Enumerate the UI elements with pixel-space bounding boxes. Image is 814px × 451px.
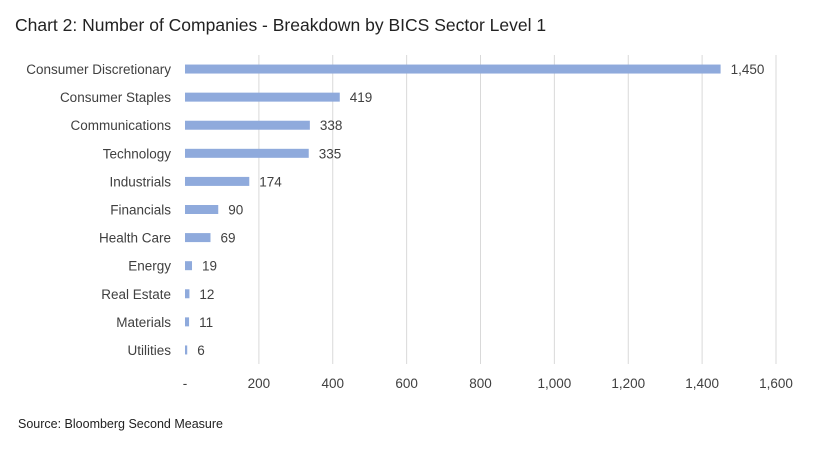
bar bbox=[185, 92, 340, 102]
data-label: 19 bbox=[202, 259, 217, 274]
category-label: Financials bbox=[110, 203, 171, 218]
x-tick-label: 400 bbox=[321, 376, 344, 391]
bars bbox=[185, 64, 721, 355]
bar bbox=[185, 120, 310, 130]
category-label: Utilities bbox=[127, 343, 171, 358]
bar bbox=[185, 345, 188, 355]
category-label: Industrials bbox=[109, 174, 171, 189]
data-label: 338 bbox=[320, 118, 343, 133]
bar bbox=[185, 289, 190, 299]
bar bbox=[185, 233, 211, 243]
gridlines bbox=[258, 55, 777, 364]
category-label: Health Care bbox=[99, 231, 171, 246]
chart-title: Chart 2: Number of Companies - Breakdown… bbox=[15, 15, 547, 35]
x-tick-label: 600 bbox=[395, 376, 418, 391]
data-label: 335 bbox=[319, 146, 342, 161]
labels: - 200 400 600 800 1,000 1,200 1,400 1,600 Consume… bbox=[26, 62, 793, 391]
category-label: Consumer Staples bbox=[60, 90, 171, 105]
data-label: 12 bbox=[199, 287, 214, 302]
data-label: 90 bbox=[228, 203, 243, 218]
bar bbox=[185, 261, 193, 271]
x-tick-label: 200 bbox=[248, 376, 271, 391]
category-label: Technology bbox=[103, 146, 172, 161]
category-label: Energy bbox=[128, 259, 171, 274]
x-tick-label: 1,600 bbox=[759, 376, 793, 391]
category-label: Materials bbox=[116, 315, 171, 330]
category-label: Real Estate bbox=[101, 287, 171, 302]
data-label: 419 bbox=[350, 90, 373, 105]
bar bbox=[185, 317, 190, 327]
x-tick-label: 1,400 bbox=[685, 376, 719, 391]
source-note: Source: Bloomberg Second Measure bbox=[18, 417, 223, 431]
bar bbox=[185, 148, 309, 158]
data-label: 6 bbox=[197, 343, 205, 358]
data-label: 1,450 bbox=[731, 62, 765, 77]
category-label: Consumer Discretionary bbox=[26, 62, 171, 77]
data-label: 69 bbox=[220, 231, 235, 246]
x-tick-label: 800 bbox=[469, 376, 492, 391]
data-label: 174 bbox=[259, 174, 282, 189]
bar bbox=[185, 64, 721, 74]
bar bbox=[185, 176, 250, 186]
category-label: Communications bbox=[70, 118, 171, 133]
data-label: 11 bbox=[199, 315, 213, 330]
x-tick-label: - bbox=[183, 376, 188, 391]
x-tick-label: 1,200 bbox=[611, 376, 645, 391]
x-tick-label: 1,000 bbox=[537, 376, 571, 391]
bar bbox=[185, 205, 219, 214]
